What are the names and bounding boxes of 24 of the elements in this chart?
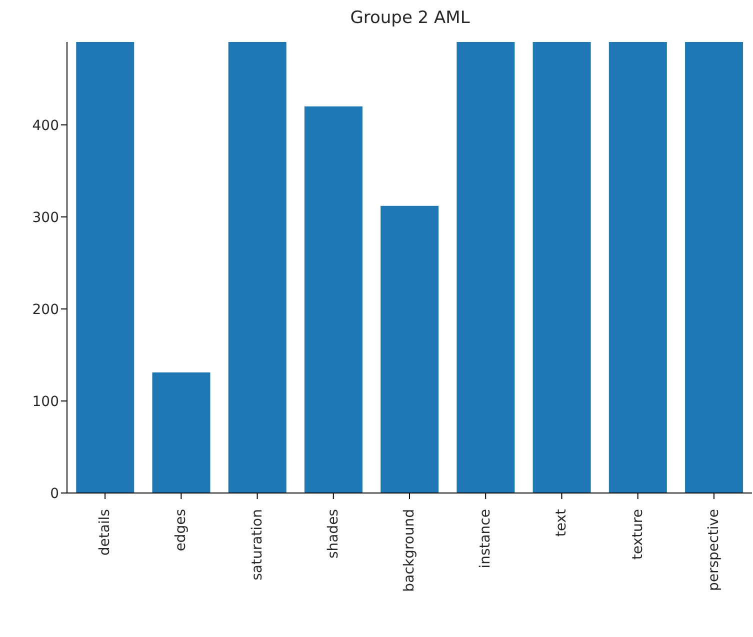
bar (456, 42, 515, 493)
y-tick-label: 400 (32, 118, 59, 134)
x-tick-label: instance (478, 509, 494, 568)
x-tick-label: edges (173, 509, 190, 552)
x-tick-label: perspective (706, 509, 722, 592)
x-tick-label: background (402, 509, 418, 592)
bar (532, 42, 591, 493)
chart-title: Groupe 2 AML (349, 8, 471, 28)
x-tick-label: shades (325, 509, 342, 559)
y-tick-label: 0 (50, 486, 59, 502)
x-tick-label: details (97, 509, 114, 556)
x-tick-label: texture (630, 509, 646, 560)
bar (76, 42, 134, 493)
y-tick-label: 200 (32, 302, 59, 318)
bar (152, 372, 210, 493)
bar (380, 206, 439, 493)
x-tick-label: text (554, 508, 570, 537)
bar (608, 42, 667, 493)
y-tick-label: 300 (32, 210, 59, 226)
bar (685, 42, 744, 493)
y-tick-label: 100 (32, 394, 59, 410)
bar (228, 42, 286, 493)
x-tick-label: saturation (249, 509, 266, 580)
bar (304, 106, 362, 493)
